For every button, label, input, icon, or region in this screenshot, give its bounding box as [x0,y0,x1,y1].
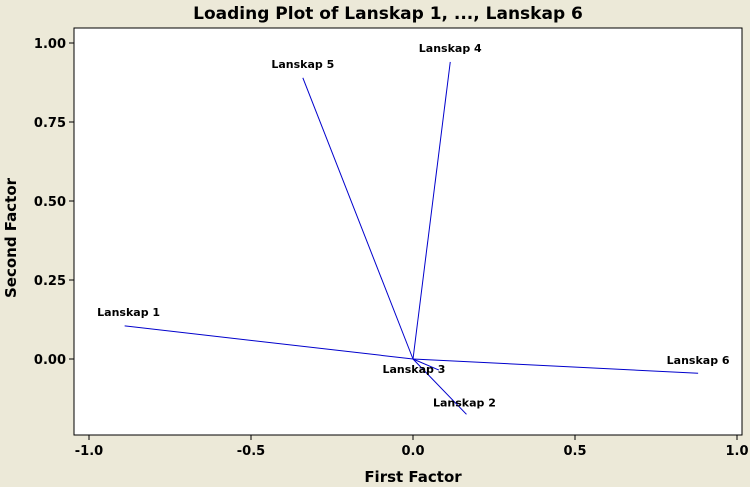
x-tick-label: 0.5 [563,444,586,459]
x-tick-label: 0.0 [401,444,424,459]
y-axis-label: Second Factor [2,177,20,298]
y-tick-label: 0.00 [34,353,66,368]
y-tick-label: 0.50 [34,195,66,210]
x-tick-label: -1.0 [75,444,103,459]
point-label-6: Lanskap 6 [667,354,730,367]
x-tick-label: 1.0 [725,444,748,459]
plot-area [73,27,743,436]
loading-line-5 [302,77,414,360]
point-label-4: Lanskap 4 [419,42,482,55]
point-label-2: Lanskap 2 [433,396,496,409]
loading-line-4 [412,61,451,360]
loading-line-3 [412,358,440,371]
point-labels: Lanskap 1 Lanskap 2 Lanskap 3 Lanskap 4 Lans… [97,42,730,409]
point-label-5: Lanskap 5 [271,58,334,71]
chart-title: Loading Plot of Lanskap 1, ..., Lanskap … [193,4,583,24]
loading-line-1 [124,325,414,360]
x-axis-ticks: -1.0 -0.5 0.0 0.5 1.0 [75,435,749,459]
x-tick-label: -0.5 [237,444,265,459]
loading-line-6 [412,358,699,374]
y-tick-label: 0.25 [34,274,66,289]
point-label-1: Lanskap 1 [97,306,160,319]
y-tick-label: 1.00 [34,37,66,52]
y-axis-ticks: 0.00 0.25 0.50 0.75 1.00 [34,37,74,368]
loading-lines [124,61,699,415]
y-tick-label: 0.75 [34,116,66,131]
loading-line-2 [412,358,467,415]
point-label-3: Lanskap 3 [382,363,445,376]
x-axis-label: First Factor [364,468,462,486]
